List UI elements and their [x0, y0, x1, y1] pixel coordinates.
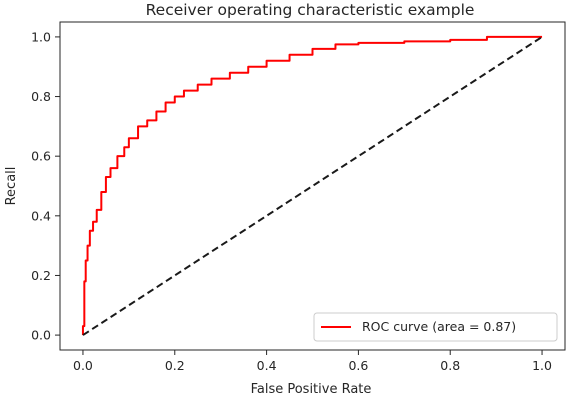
x-tick-label: 0.8	[440, 358, 460, 373]
y-tick-label: 0.6	[31, 149, 51, 164]
x-tick-label: 0.0	[73, 358, 93, 373]
y-tick-label: 1.0	[31, 29, 51, 44]
x-axis-ticks: 0.0 0.2 0.4 0.6 0.8 1.0	[73, 350, 552, 373]
chart-title: Receiver operating characteristic exampl…	[146, 1, 475, 19]
plot-frame	[59, 21, 566, 351]
plot-area: 0.0 0.2 0.4 0.6 0.8 1.0 0.0 0.2 0.4 0.6 0.8 1.0	[31, 21, 566, 373]
x-tick-label: 0.2	[165, 358, 185, 373]
x-tick-label: 0.6	[348, 358, 368, 373]
x-tick-label: 1.0	[532, 358, 552, 373]
y-tick-label: 0.4	[31, 208, 51, 223]
y-axis-label: Recall	[4, 167, 19, 206]
legend: ROC curve (area = 0.87)	[313, 312, 558, 342]
y-tick-label: 0.8	[31, 89, 51, 104]
y-tick-label: 0.2	[31, 268, 51, 283]
x-axis-label: False Positive Rate	[251, 382, 372, 397]
series-layer	[81, 35, 543, 336]
x-tick-label: 0.4	[257, 358, 277, 373]
roc-curve-line	[81, 35, 543, 336]
y-tick-label: 0.0	[31, 328, 51, 343]
legend-label-roc: ROC curve (area = 0.87)	[362, 319, 516, 334]
legend-box	[313, 312, 558, 342]
chance-diagonal-line	[82, 36, 543, 336]
y-axis-ticks: 0.0 0.2 0.4 0.6 0.8 1.0	[31, 29, 60, 343]
